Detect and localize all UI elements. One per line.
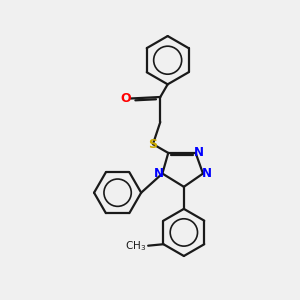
Text: N: N: [194, 146, 204, 159]
Text: N: N: [202, 167, 212, 180]
Text: CH$_3$: CH$_3$: [125, 239, 147, 253]
Text: N: N: [154, 167, 164, 180]
Text: O: O: [120, 92, 131, 105]
Text: S: S: [148, 138, 158, 151]
